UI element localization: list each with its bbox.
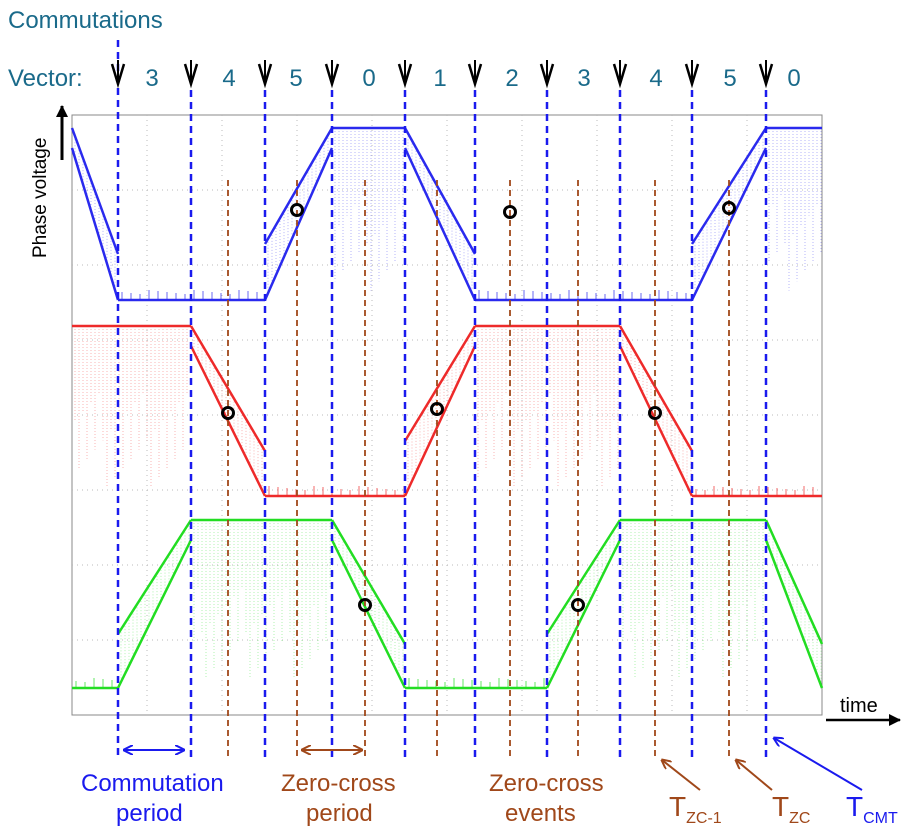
vector-number: 5 — [289, 65, 302, 92]
zero-cross-marker — [290, 203, 304, 217]
t-zc-pointer — [736, 760, 773, 791]
zero-cross-marker — [503, 205, 517, 219]
zero-cross-events-label-2: events — [505, 800, 576, 827]
vector-number: 4 — [222, 65, 235, 92]
vector-number: 0 — [362, 65, 375, 92]
zero-cross-marker — [648, 406, 662, 420]
t-cmt-label: TCMT — [846, 791, 898, 827]
zero-cross-marker — [722, 201, 736, 215]
title: Commutations — [8, 7, 163, 34]
vector-number: 1 — [433, 65, 446, 92]
zero-cross-marker — [430, 402, 444, 416]
t-cmt-pointer — [774, 738, 863, 791]
vector-number: 3 — [577, 65, 590, 92]
vector-number: 5 — [723, 65, 736, 92]
t-zc-prev-label: TZC-1 — [669, 791, 722, 827]
grid — [72, 115, 822, 715]
commutation-lines — [116, 40, 768, 760]
zero-cross-period-label-1: Zero-cross — [281, 770, 396, 797]
vector-number: 0 — [787, 65, 800, 92]
phase-c-waveform — [72, 518, 824, 690]
phase-a-waveform — [70, 126, 822, 302]
vector-label: Vector: — [8, 65, 83, 92]
zero-cross-lines — [227, 180, 730, 760]
y-axis-label: Phase voltage — [30, 138, 51, 258]
zero-cross-events-label-1: Zero-cross — [489, 770, 604, 797]
commutation-arrows — [110, 60, 774, 89]
t-zc-prev-pointer — [662, 760, 701, 791]
t-zc-label: TZC — [772, 791, 810, 827]
x-axis-label: time — [840, 695, 878, 717]
vector-number: 4 — [649, 65, 662, 92]
vector-number: 3 — [145, 65, 158, 92]
commutation-period-label-2: period — [116, 800, 183, 827]
zero-cross-markers — [221, 201, 736, 612]
commutation-period-label-1: Commutation — [81, 770, 224, 797]
zero-cross-marker — [358, 598, 372, 612]
vector-number: 2 — [505, 65, 518, 92]
zero-cross-marker — [221, 406, 235, 420]
vector-numbers: 3 4 5 0 1 2 3 4 5 0 — [145, 65, 800, 92]
zero-cross-marker — [571, 598, 585, 612]
zero-cross-period-label-2: period — [306, 800, 373, 827]
